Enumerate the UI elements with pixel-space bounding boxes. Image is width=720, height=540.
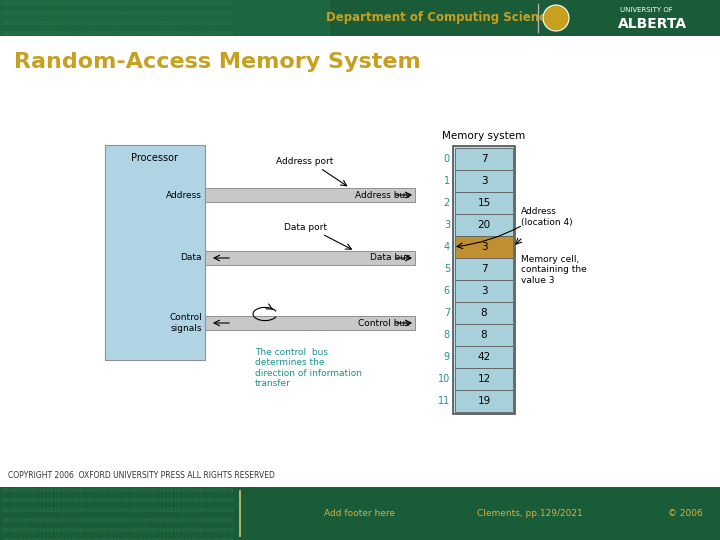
Text: 10101010101010101010101010101010101010101010101010101010101010: 1010101010101010101010101010101010101010… bbox=[1, 31, 233, 36]
Bar bbox=[455, 302, 513, 324]
Text: Random-Access Memory System: Random-Access Memory System bbox=[14, 52, 420, 72]
Text: 6: 6 bbox=[444, 286, 450, 296]
Text: Control bus: Control bus bbox=[359, 319, 410, 327]
Bar bbox=[455, 148, 513, 170]
Text: 10101010101010101010101010101010101010101010101010101010101010: 1010101010101010101010101010101010101010… bbox=[1, 538, 233, 540]
Text: Data port: Data port bbox=[284, 224, 326, 233]
Text: 8: 8 bbox=[481, 308, 487, 318]
Text: The control  bus
determines the
direction of information
transfer: The control bus determines the direction… bbox=[255, 348, 362, 388]
Text: 8: 8 bbox=[444, 330, 450, 340]
Bar bbox=[455, 368, 513, 390]
Text: Department of Computing Science: Department of Computing Science bbox=[326, 11, 554, 24]
Text: 10101010101010101010101010101010101010101010101010101010101010: 1010101010101010101010101010101010101010… bbox=[1, 518, 233, 523]
Bar bbox=[455, 258, 513, 280]
Text: 9: 9 bbox=[444, 352, 450, 362]
Text: Data bus: Data bus bbox=[369, 253, 410, 262]
Text: Add footer here: Add footer here bbox=[325, 509, 395, 518]
Text: Address bus: Address bus bbox=[355, 191, 410, 199]
Text: 4: 4 bbox=[444, 242, 450, 252]
Text: COPYRIGHT 2006  OXFORD UNIVERSITY PRESS ALL RIGHTS RESERVED: COPYRIGHT 2006 OXFORD UNIVERSITY PRESS A… bbox=[8, 470, 275, 480]
Bar bbox=[205, 188, 415, 202]
Text: 3: 3 bbox=[481, 176, 487, 186]
Text: 7: 7 bbox=[481, 264, 487, 274]
Text: 3: 3 bbox=[444, 220, 450, 230]
Text: 10: 10 bbox=[438, 374, 450, 384]
Text: 15: 15 bbox=[477, 198, 490, 208]
Text: 10101010101010101010101010101010101010101010101010101010101010: 1010101010101010101010101010101010101010… bbox=[1, 508, 233, 513]
Bar bbox=[455, 280, 513, 302]
Circle shape bbox=[543, 5, 569, 31]
Text: 7: 7 bbox=[444, 308, 450, 318]
Text: 12: 12 bbox=[477, 374, 490, 384]
Bar bbox=[453, 146, 515, 414]
Text: Control
signals: Control signals bbox=[169, 313, 202, 333]
Text: 10101010101010101010101010101010101010101010101010101010101010: 1010101010101010101010101010101010101010… bbox=[1, 21, 233, 26]
Text: 3: 3 bbox=[481, 242, 487, 252]
Bar bbox=[0, 487, 720, 540]
Text: 0: 0 bbox=[444, 154, 450, 164]
Text: 10101010101010101010101010101010101010101010101010101010101010: 1010101010101010101010101010101010101010… bbox=[1, 498, 233, 503]
Text: 2: 2 bbox=[444, 198, 450, 208]
Bar bbox=[0, 0, 330, 36]
Text: 19: 19 bbox=[477, 396, 490, 406]
Bar bbox=[330, 0, 720, 36]
Text: 20: 20 bbox=[477, 220, 490, 230]
Bar bbox=[455, 324, 513, 346]
Bar bbox=[455, 192, 513, 214]
Text: 10101010101010101010101010101010101010101010101010101010101010: 1010101010101010101010101010101010101010… bbox=[1, 11, 233, 16]
Text: 5: 5 bbox=[444, 264, 450, 274]
Text: 10101010101010101010101010101010101010101010101010101010101010: 1010101010101010101010101010101010101010… bbox=[1, 528, 233, 533]
Text: 10101010101010101010101010101010101010101010101010101010101010: 1010101010101010101010101010101010101010… bbox=[1, 1, 233, 6]
Text: Memory system: Memory system bbox=[442, 131, 526, 141]
Text: Address: Address bbox=[166, 191, 202, 199]
Text: 11: 11 bbox=[438, 396, 450, 406]
Bar bbox=[455, 390, 513, 412]
Text: 3: 3 bbox=[481, 286, 487, 296]
Bar bbox=[455, 214, 513, 236]
Bar bbox=[455, 170, 513, 192]
Text: 1: 1 bbox=[444, 176, 450, 186]
Bar bbox=[455, 236, 513, 258]
Text: Address
(location 4): Address (location 4) bbox=[521, 207, 572, 227]
Bar bbox=[455, 346, 513, 368]
Text: Processor: Processor bbox=[132, 153, 179, 163]
Text: © 2006: © 2006 bbox=[667, 509, 703, 518]
Text: 42: 42 bbox=[477, 352, 490, 362]
Text: ALBERTA: ALBERTA bbox=[618, 17, 687, 31]
Text: 8: 8 bbox=[481, 330, 487, 340]
Bar bbox=[105, 145, 205, 360]
Text: 10101010101010101010101010101010101010101010101010101010101010: 1010101010101010101010101010101010101010… bbox=[1, 488, 233, 493]
Text: Address port: Address port bbox=[276, 158, 333, 166]
Text: UNIVERSITY OF: UNIVERSITY OF bbox=[620, 7, 672, 13]
Text: 7: 7 bbox=[481, 154, 487, 164]
Text: Memory cell,
containing the
value 3: Memory cell, containing the value 3 bbox=[521, 255, 587, 285]
Bar bbox=[205, 316, 415, 330]
Text: Data: Data bbox=[181, 253, 202, 262]
Bar bbox=[0, 36, 720, 496]
Text: Clements, pp.129/2021: Clements, pp.129/2021 bbox=[477, 509, 583, 518]
Bar bbox=[205, 251, 415, 265]
